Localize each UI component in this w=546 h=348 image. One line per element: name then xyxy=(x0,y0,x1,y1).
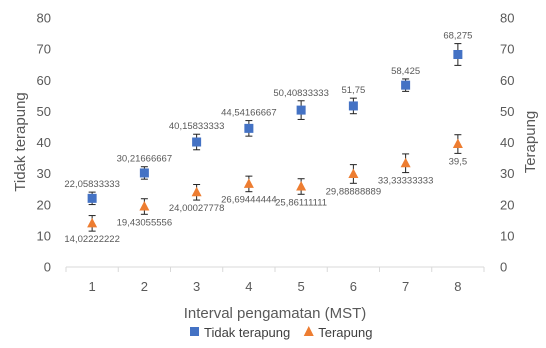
y-tick-label-left: 40 xyxy=(37,135,51,150)
legend: Tidak terapung Terapung xyxy=(190,325,372,340)
data-point xyxy=(348,168,359,178)
data-point xyxy=(400,157,411,168)
data-label: 14,02222222 xyxy=(64,234,119,245)
y-tick-label-left: 70 xyxy=(37,42,51,57)
legend-marker xyxy=(190,327,199,336)
y-tick-label-left: 50 xyxy=(37,104,51,119)
data-label: 30,21666667 xyxy=(117,154,172,165)
x-tick-label: 1 xyxy=(89,279,96,294)
series-1: 22,05833333 30,21666667 40,15833333 44,5416… xyxy=(64,31,472,206)
data-point xyxy=(452,138,463,149)
data-point xyxy=(401,80,411,90)
y-tick-label-right: 20 xyxy=(500,197,514,212)
x-axis-ticks: 1 2 3 4 5 6 7 8 xyxy=(65,267,485,294)
data-point xyxy=(87,217,98,228)
x-tick-label: 6 xyxy=(350,279,357,294)
series-layer: 22,05833333 30,21666667 40,15833333 44,5416… xyxy=(64,31,472,246)
y-tick-label-left: 0 xyxy=(44,260,51,275)
data-point xyxy=(87,193,97,203)
data-point xyxy=(139,168,149,178)
data-label: 40,15833333 xyxy=(169,121,224,132)
x-tick-label: 5 xyxy=(298,279,305,294)
data-label: 68,275 xyxy=(443,31,472,42)
data-point xyxy=(453,49,463,59)
y-axis-title-right: Terapung xyxy=(522,111,539,174)
y-tick-label-right: 50 xyxy=(500,104,514,119)
data-point xyxy=(348,101,358,111)
legend-marker xyxy=(303,326,314,336)
data-point xyxy=(243,178,254,188)
left-axis-ticks: 0 10 20 30 40 50 60 70 80 xyxy=(37,11,51,275)
x-tick-label: 8 xyxy=(454,279,461,294)
legend-label: Tidak terapung xyxy=(204,325,290,340)
data-label: 50,40833333 xyxy=(273,88,328,99)
y-tick-label-right: 30 xyxy=(500,166,514,181)
y-tick-label-left: 10 xyxy=(37,228,51,243)
data-label: 51,75 xyxy=(341,85,365,96)
data-label: 19,43055556 xyxy=(117,217,172,228)
y-tick-label-left: 30 xyxy=(37,166,51,181)
data-label: 33,33333333 xyxy=(378,176,433,187)
data-label: 29,88888889 xyxy=(326,186,381,197)
right-axis-ticks: 0 10 20 30 40 50 60 70 80 xyxy=(500,11,514,275)
y-tick-label-right: 0 xyxy=(500,260,507,275)
x-axis-title: Interval pengamatan (MST) xyxy=(184,305,367,322)
data-label: 44,54166667 xyxy=(221,108,276,119)
data-point xyxy=(192,137,202,147)
data-point xyxy=(244,123,254,133)
data-label: 25,86111111 xyxy=(275,197,327,208)
y-tick-label-left: 80 xyxy=(37,11,51,26)
y-tick-label-right: 60 xyxy=(500,73,514,88)
data-label: 24,00027778 xyxy=(169,203,224,214)
x-tick-label: 2 xyxy=(141,279,148,294)
y-tick-label-left: 60 xyxy=(37,73,51,88)
y-tick-label-right: 70 xyxy=(500,42,514,57)
series-2: 14,02222222 19,43055556 24,0002777826,6944… xyxy=(64,134,468,245)
y-tick-label-right: 40 xyxy=(500,135,514,150)
legend-label: Terapung xyxy=(318,325,372,340)
data-label: 58,425 xyxy=(391,66,420,77)
data-label: 39,5 xyxy=(449,156,468,167)
data-point xyxy=(296,181,307,191)
x-tick-label: 7 xyxy=(402,279,409,294)
data-point xyxy=(139,201,150,211)
data-label: 22,05833333 xyxy=(64,179,119,190)
y-tick-label-left: 20 xyxy=(37,197,51,212)
y-axis-title-left: Tidak terapung xyxy=(12,92,29,192)
x-tick-label: 3 xyxy=(193,279,200,294)
y-tick-label-right: 10 xyxy=(500,228,514,243)
x-tick-label: 4 xyxy=(245,279,252,294)
data-point xyxy=(296,105,306,115)
data-point xyxy=(191,186,202,197)
y-tick-label-right: 80 xyxy=(500,11,514,26)
data-label: 26,69444444 xyxy=(221,195,276,206)
